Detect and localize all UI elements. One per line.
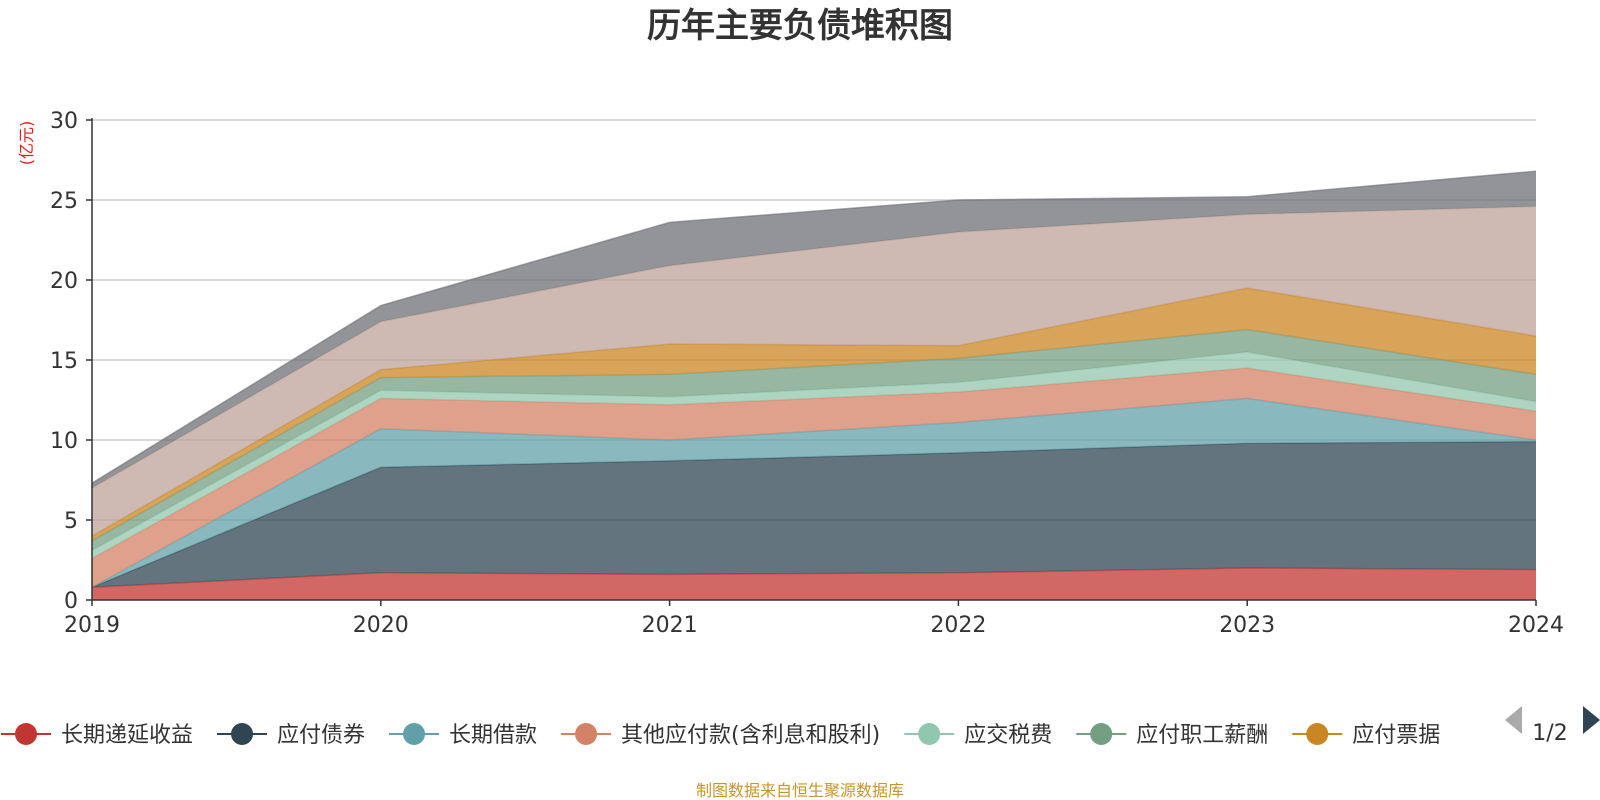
y-tick-label: 20 (50, 269, 78, 294)
legend-label: 应付债券 (277, 723, 365, 748)
y-tick-label: 30 (50, 109, 78, 134)
x-tick-label: 2019 (64, 613, 120, 638)
legend-item[interactable]: 应付债券 (217, 723, 365, 748)
x-tick-label: 2022 (930, 613, 986, 638)
legend-item[interactable]: 长期借款 (389, 723, 537, 748)
triangle-left-icon[interactable] (1505, 706, 1522, 734)
y-tick-label: 5 (64, 509, 78, 534)
x-tick-label: 2024 (1508, 613, 1564, 638)
source-note: 制图数据来自恒生聚源数据库 (696, 781, 904, 800)
circle-icon (918, 723, 941, 745)
legend-item[interactable]: 应付票据 (1292, 723, 1440, 748)
legend-item[interactable]: 应付职工薪酬 (1076, 723, 1268, 748)
area-series-2 (92, 441, 1536, 588)
legend-item[interactable]: 长期递延收益 (1, 723, 193, 748)
circle-icon (1306, 723, 1329, 745)
axes: 0 5 10 15 20 25 30 2019 2020 2021 2022 2023 2024 (50, 109, 1564, 638)
area-series-3 (92, 398, 1536, 588)
y-tick-label: 15 (50, 349, 78, 374)
circle-icon (403, 723, 426, 745)
y-tick-label: 10 (50, 429, 78, 454)
x-tick-label: 2021 (642, 613, 698, 638)
area-series-6 (92, 329, 1536, 551)
legend-label: 应付票据 (1352, 723, 1440, 748)
legend-page-indicator: 1/2 (1532, 721, 1567, 746)
circle-icon (15, 723, 37, 745)
series-line-3 (91, 397, 1537, 588)
circle-icon (575, 723, 598, 745)
area-series-8 (92, 206, 1536, 536)
legend-item[interactable]: 应交税费 (904, 723, 1052, 748)
legend-label: 应付职工薪酬 (1136, 723, 1268, 748)
area-series-7 (92, 288, 1536, 541)
legend: 长期递延收益 应付债券 长期借款 其他应付款(含利息和股利) 应交税费 应付职工薪酬 应付票… (1, 723, 1440, 748)
circle-icon (231, 723, 254, 745)
legend-label: 应交税费 (964, 723, 1052, 748)
area-series-9 (92, 171, 1536, 488)
legend-label: 长期递延收益 (61, 723, 193, 748)
triangle-right-icon[interactable] (1583, 706, 1600, 734)
circle-icon (1090, 723, 1113, 745)
legend-label: 长期借款 (449, 723, 537, 748)
x-tick-label: 2020 (353, 613, 409, 638)
series-line-9 (91, 170, 1537, 484)
y-axis-unit-label: (亿元) (17, 121, 36, 166)
legend-label: 其他应付款(含利息和股利) (621, 723, 880, 748)
area-series-4 (92, 368, 1536, 588)
area-series-5 (92, 352, 1536, 559)
legend-items: 长期递延收益 应付债券 长期借款 其他应付款(含利息和股利) 应交税费 应付职工薪酬 应付票… (1, 723, 1440, 748)
y-tick-label: 25 (50, 189, 78, 214)
area-series-1 (92, 568, 1536, 600)
chart-title: 历年主要负债堆积图 (647, 6, 953, 46)
legend-pager: 1/2 (1505, 706, 1600, 746)
legend-item[interactable]: 其他应付款(含利息和股利) (561, 723, 880, 748)
stacked-areas (91, 170, 1537, 600)
y-tick-label: 0 (64, 589, 78, 614)
x-tick-label: 2023 (1219, 613, 1275, 638)
